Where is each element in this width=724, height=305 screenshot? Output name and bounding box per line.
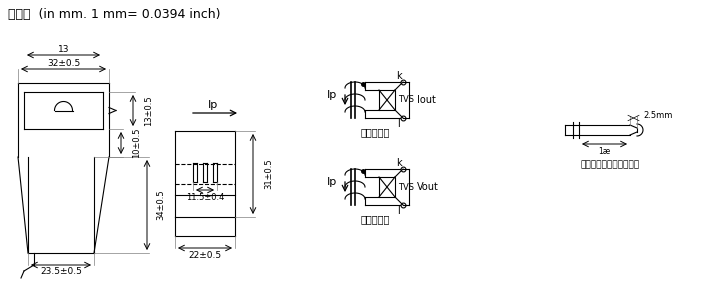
Text: 23.5±0.5: 23.5±0.5 [40, 267, 82, 277]
Text: Ip: Ip [208, 100, 218, 110]
Text: k: k [396, 71, 402, 81]
Text: 22±0.5: 22±0.5 [188, 250, 222, 260]
Text: 电流输出型: 电流输出型 [361, 127, 390, 137]
Text: k: k [396, 158, 402, 168]
Text: Iout: Iout [417, 95, 436, 105]
Text: 电压输出型: 电压输出型 [361, 214, 390, 224]
Text: 尺寸图  (in mm. 1 mm= 0.0394 inch): 尺寸图 (in mm. 1 mm= 0.0394 inch) [8, 8, 221, 21]
Text: Ip: Ip [327, 90, 337, 100]
Text: 1æ: 1æ [598, 146, 610, 156]
Text: l: l [397, 119, 400, 129]
Text: l: l [397, 206, 400, 216]
Text: 2.5mm: 2.5mm [643, 112, 673, 120]
Bar [379, 90, 395, 110]
Bar [379, 177, 395, 197]
Text: TVS: TVS [398, 95, 414, 105]
Text: 13±0.5: 13±0.5 [145, 95, 153, 126]
Text: Vout: Vout [417, 182, 439, 192]
Text: 32±0.5: 32±0.5 [47, 59, 80, 67]
Text: 10±0.5: 10±0.5 [132, 128, 141, 158]
Text: 31±0.5: 31±0.5 [264, 159, 274, 189]
Text: TVS: TVS [398, 182, 414, 192]
Text: 34±0.5: 34±0.5 [156, 190, 166, 220]
Text: 13: 13 [58, 45, 70, 53]
Text: （可提供其它接线方式）: （可提供其它接线方式） [581, 160, 639, 170]
Text: Ip: Ip [327, 177, 337, 187]
Text: 11.5±0.4: 11.5±0.4 [186, 192, 224, 202]
